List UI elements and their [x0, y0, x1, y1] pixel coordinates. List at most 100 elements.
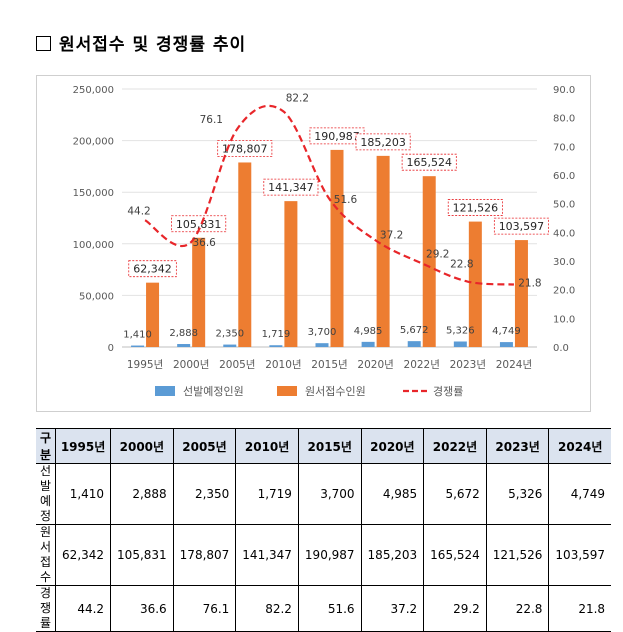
table-cell: 185,203 [360, 524, 424, 586]
y-right-tick-label: 60.0 [553, 171, 575, 182]
y-left-tick-label: 0 [108, 343, 114, 354]
line-data-label: 29.2 [426, 248, 449, 260]
x-tick-label: 2005년 [219, 359, 255, 371]
x-tick-label: 1995년 [127, 359, 163, 371]
bar-applications [514, 240, 528, 347]
bar-data-label: 103,597 [499, 220, 545, 233]
table-cell: 1,410 [55, 463, 111, 525]
bar-data-label-box [217, 140, 273, 157]
table-cell: 37.2 [360, 585, 424, 632]
chart-frame: 0 50,000 100,000 150,000 200,000 250,000 0.0 10… [36, 75, 591, 412]
x-tick-label: 2022년 [404, 359, 440, 371]
line-data-label: 44.2 [127, 205, 150, 217]
table-body: 선발 예정 1,410 2,888 2,350 1,719 3,700 4,985 5,672 5… [36, 463, 612, 632]
table-cell: 2,350 [172, 463, 236, 525]
row-label-line: 접수 [40, 555, 52, 584]
table-cell: 105,831 [110, 524, 174, 586]
table-cell: 2,888 [110, 463, 174, 525]
y-right-tick-label: 90.0 [553, 85, 575, 96]
line-data-label: 22.8 [450, 259, 473, 271]
page-title: 원서접수 및 경쟁률 추이 [36, 30, 246, 55]
line-data-label: 82.2 [286, 92, 309, 104]
y-right-tick-label: 0.0 [553, 343, 569, 354]
bar-selection-planned [361, 341, 375, 347]
legend-label: 선발예정인원 [183, 385, 244, 398]
line-data-label: 37.2 [380, 229, 403, 241]
page-title-text: 원서접수 및 경쟁률 추이 [59, 35, 247, 55]
table-cell: 141,347 [235, 524, 299, 586]
bar-applications [422, 176, 436, 347]
bar-data-label-box [128, 260, 177, 278]
table-cell: 22.8 [485, 585, 549, 632]
combo-chart: 0 50,000 100,000 150,000 200,000 250,000 0.0 10… [73, 85, 576, 398]
table-row-label: 원서 접수 [36, 524, 56, 586]
bar-selection-planned [499, 342, 513, 347]
bar-applications [330, 149, 344, 347]
legend-swatch [277, 386, 297, 396]
y-left-tick-label: 200,000 [73, 137, 114, 148]
bar-data-label-box [309, 127, 365, 145]
bar-data-label: 185,203 [360, 136, 406, 149]
table-cell: 178,807 [172, 524, 236, 586]
bar-selection-planned [131, 345, 145, 347]
row-label-line: 률 [40, 616, 52, 630]
y-right-tick-label: 70.0 [553, 142, 575, 153]
bar-applications [238, 162, 252, 347]
y-right-tick-label: 50.0 [553, 200, 575, 211]
x-tick-label: 2023년 [450, 359, 486, 371]
x-tick-label: 2024년 [496, 359, 532, 371]
table-header-year: 2020년 [360, 428, 424, 464]
bar-selection-planned [453, 341, 467, 347]
table-cell: 4,749 [548, 463, 612, 525]
legend-label: 원서접수인원 [305, 385, 366, 398]
y-right-tick-label: 40.0 [553, 228, 575, 239]
bar-data-label: 2,888 [169, 328, 198, 339]
line-data-label: 21.8 [518, 278, 541, 290]
bar-selection-planned [177, 344, 191, 347]
table-header-row: 구분 1995년 2000년 2005년 2010년 2015년 2020년 2022년 202… [36, 428, 612, 464]
bar-data-label-box [263, 178, 319, 196]
bar-selection-planned [315, 343, 329, 347]
legend-swatch [155, 386, 175, 396]
bar-data-label: 5,672 [400, 325, 429, 336]
bar-selection-planned [223, 344, 237, 347]
row-label-line: 선발 [40, 464, 52, 493]
table-cell: 5,326 [485, 463, 549, 525]
bar-data-label: 165,524 [406, 156, 452, 169]
bar-data-label: 4,749 [492, 326, 521, 337]
row-label-line: 경쟁 [40, 586, 52, 615]
bar-selection-planned [269, 345, 283, 347]
bar-data-label: 62,342 [133, 263, 172, 276]
table-header-year: 2010년 [235, 428, 299, 464]
bar-data-label: 4,985 [354, 326, 383, 337]
checkbox-square-icon [36, 36, 51, 51]
table-cell: 103,597 [548, 524, 612, 586]
x-tick-label: 2000년 [173, 359, 209, 371]
table-row: 선발 예정 1,410 2,888 2,350 1,719 3,700 4,985 5,672 5… [36, 463, 612, 525]
table-cell: 21.8 [548, 585, 612, 632]
y-right-tick-label: 80.0 [553, 114, 575, 125]
bar-data-label: 3,700 [308, 327, 337, 338]
table-cell: 44.2 [55, 585, 111, 632]
bar-data-label: 105,831 [176, 218, 222, 231]
x-tick-label: 2020년 [357, 359, 393, 371]
line-data-label: 36.6 [192, 237, 216, 249]
table-cell: 190,987 [297, 524, 362, 586]
table-header-year: 1995년 [55, 428, 111, 464]
x-tick-label: 2015년 [311, 359, 347, 371]
bar-data-label: 121,526 [453, 202, 499, 215]
bar-data-label: 190,987 [314, 130, 360, 143]
y-left-tick-label: 150,000 [73, 188, 114, 199]
bar-data-label-box [355, 133, 411, 151]
bar-applications [284, 201, 298, 347]
table-header-year: 2005년 [172, 428, 236, 464]
table-row-label: 선발 예정 [36, 463, 56, 525]
table-cell: 51.6 [297, 585, 362, 632]
bar-selection-planned [407, 341, 421, 347]
data-table: 구분 1995년 2000년 2005년 2010년 2015년 2020년 2022년 202… [36, 428, 612, 632]
bar-data-label: 1,410 [123, 330, 152, 341]
legend-label: 경쟁률 [433, 385, 463, 398]
table-cell: 82.2 [235, 585, 299, 632]
y-right-tick-label: 10.0 [553, 314, 575, 325]
table-header-year: 2023년 [485, 428, 549, 464]
